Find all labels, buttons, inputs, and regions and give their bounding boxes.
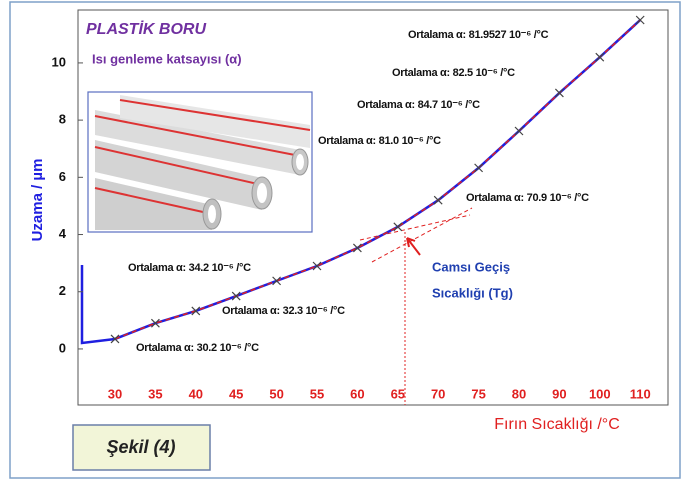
chart-subtitle: Isı genleme katsayısı (α) xyxy=(92,51,242,66)
data-point xyxy=(474,163,484,173)
annotation: Ortalama α: 34.2 10⁻⁶ /°C xyxy=(128,262,251,274)
data-point xyxy=(514,126,524,136)
x-tick-label: 70 xyxy=(431,386,445,401)
y-axis-label: Uzama / µm xyxy=(29,159,46,242)
data-point xyxy=(433,195,443,205)
x-tick-label: 90 xyxy=(552,386,566,401)
y-tick-label: 8 xyxy=(59,112,66,127)
data-point xyxy=(554,88,564,98)
data-point xyxy=(393,222,403,232)
annotation: Ortalama α: 81.9527 10⁻⁶ /°C xyxy=(408,29,549,41)
annotation: Ortalama α: 30.2 10⁻⁶ /°C xyxy=(136,342,259,354)
x-tick-label: 80 xyxy=(512,386,526,401)
y-tick-label: 0 xyxy=(59,340,66,355)
tg-label: Sıcaklığı (Tg) xyxy=(432,285,513,300)
annotation: Ortalama α: 32.3 10⁻⁶ /°C xyxy=(222,305,345,317)
x-tick-label: 75 xyxy=(471,386,485,401)
data-point xyxy=(231,291,241,301)
y-tick-label: 10 xyxy=(52,54,66,69)
chart-title: PLASTİK BORU xyxy=(86,20,206,38)
data-point xyxy=(635,15,645,25)
x-tick-label: 35 xyxy=(148,386,162,401)
x-tick-label: 65 xyxy=(391,386,405,401)
x-tick-label: 110 xyxy=(630,386,651,401)
data-point xyxy=(312,261,322,271)
tangent-line xyxy=(371,207,473,263)
x-tick-label: 45 xyxy=(229,386,243,401)
data-point xyxy=(191,306,201,316)
outer-frame xyxy=(9,1,681,479)
y-tick-label: 2 xyxy=(59,283,66,298)
data-point xyxy=(110,334,120,344)
data-point xyxy=(595,52,605,62)
annotation: Ortalama α: 81.0 10⁻⁶ /°C xyxy=(318,135,441,147)
x-tick-label: 55 xyxy=(310,386,324,401)
x-tick-label: 40 xyxy=(189,386,203,401)
data-point xyxy=(150,318,160,328)
x-tick-label: 60 xyxy=(350,386,364,401)
x-tick-label: 100 xyxy=(589,386,611,401)
annotation: Ortalama α: 70.9 10⁻⁶ /°C xyxy=(466,192,589,204)
x-tick-label: 50 xyxy=(269,386,283,401)
x-axis-label: Fırın Sıcaklığı /°C xyxy=(494,416,620,433)
curve-start xyxy=(80,265,116,345)
plot-frame xyxy=(77,9,669,406)
annotation: Ortalama α: 82.5 10⁻⁶ /°C xyxy=(392,67,515,79)
data-point xyxy=(272,276,282,286)
figure-label: Şekil (4) xyxy=(106,437,175,457)
tg-label: Camsı Geçiş xyxy=(432,259,510,274)
pipe-photo xyxy=(87,91,313,233)
data-point xyxy=(352,243,362,253)
y-tick-label: 4 xyxy=(59,226,67,241)
figure-label-box xyxy=(72,424,211,471)
tg-arrow xyxy=(406,237,421,256)
fit-line xyxy=(114,19,641,340)
y-tick-label: 6 xyxy=(59,169,66,184)
x-tick-label: 30 xyxy=(108,386,122,401)
annotation: Ortalama α: 84.7 10⁻⁶ /°C xyxy=(357,99,480,111)
tangent-line xyxy=(359,214,471,241)
